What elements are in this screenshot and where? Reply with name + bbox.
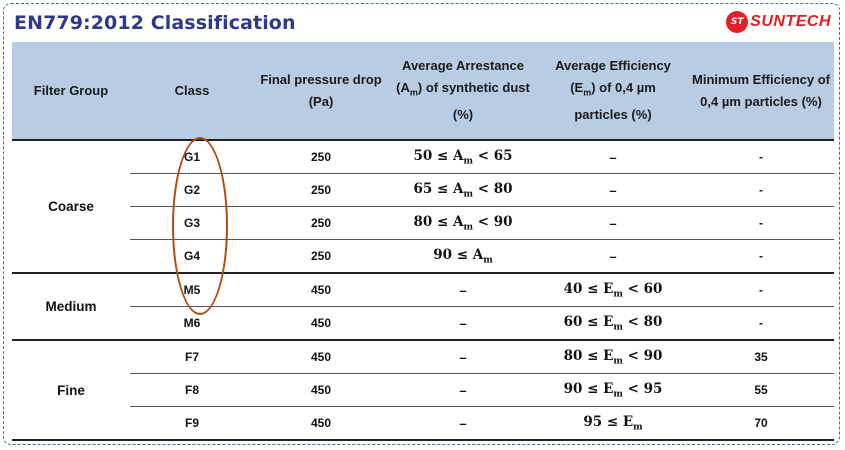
page-frame [3,3,840,445]
classification-table: Filter Group Class Final pressure drop (… [12,42,834,441]
filter-group-cell: Fine [12,340,130,441]
arrestance-cell: 65 ≤ Am < 80 [388,173,538,207]
pressure-cell: 250 [254,140,388,174]
class-cell: G3 [130,206,254,240]
class-cell: F8 [130,373,254,407]
min-eff-cell: 70 [688,406,834,441]
pressure-cell: 250 [254,173,388,207]
avg-eff-cell: – [538,239,688,274]
class-cell: G4 [130,239,254,274]
pressure-cell: 250 [254,206,388,240]
class-cell: F7 [130,340,254,374]
min-eff-cell: - [688,173,834,207]
min-eff-cell: - [688,273,834,307]
class-cell: M5 [130,273,254,307]
min-eff-cell: 55 [688,373,834,407]
pressure-cell: 450 [254,406,388,441]
header-average-arrestance: Average Arrestance (Am) of synthetic dus… [388,42,538,141]
arrestance-cell: – [388,406,538,441]
class-cell: G1 [130,140,254,174]
table-row: F9 450–95 ≤ Em 70 [12,406,834,441]
header-class: Class [130,42,254,141]
table-row: Coarse G1 250 50 ≤ Am < 65– - [12,140,834,274]
filter-group-cell: Coarse [12,140,130,274]
class-cell: F9 [130,406,254,441]
pressure-cell: 450 [254,373,388,407]
arrestance-cell: – [388,306,538,341]
min-eff-cell: - [688,306,834,341]
min-eff-cell: 35 [688,340,834,374]
table-row: Medium M5 450–40 ≤ Em < 60- [12,273,834,341]
arrestance-cell: – [388,373,538,407]
avg-eff-cell: – [538,173,688,207]
logo-badge-icon: ST [726,11,749,33]
avg-eff-cell: – [538,206,688,240]
arrestance-cell: – [388,340,538,374]
min-eff-cell: - [688,140,834,174]
header-final-pressure: Final pressure drop (Pa) [254,42,388,141]
header-filter-group: Filter Group [12,42,130,141]
avg-eff-cell: 95 ≤ Em [538,406,688,441]
header-row: Filter Group Class Final pressure drop (… [12,42,834,141]
avg-eff-cell: 40 ≤ Em < 60 [538,273,688,307]
table-row: G3 250 80 ≤ Am < 90– - [12,206,834,240]
pressure-cell: 250 [254,239,388,274]
table-row: M6 450–60 ≤ Em < 80- [12,306,834,341]
min-eff-cell: - [688,239,834,274]
table-row: G2 250 65 ≤ Am < 80– - [12,173,834,207]
table-row: F8 450–90 ≤ Em < 95 55 [12,373,834,407]
filter-group-cell: Medium [12,273,130,341]
pressure-cell: 450 [254,340,388,374]
suntech-logo: ST SUNTECH [726,11,831,33]
avg-eff-cell: 90 ≤ Em < 95 [538,373,688,407]
classification-table-wrapper: Filter Group Class Final pressure drop (… [12,42,834,441]
page-title: EN779:2012 Classification [14,12,296,34]
arrestance-cell: – [388,273,538,307]
class-cell: G2 [130,173,254,207]
table-body: Coarse G1 250 50 ≤ Am < 65– - G2 250 65 ≤ Am < … [12,140,834,441]
logo-wordmark: SUNTECH [750,13,831,30]
header-minimum-efficiency: Minimum Efficiency of 0,4 µm particles (… [688,42,834,141]
class-cell: M6 [130,306,254,341]
arrestance-cell: 50 ≤ Am < 65 [388,140,538,174]
pressure-cell: 450 [254,306,388,341]
arrestance-cell: 90 ≤ Am [388,239,538,274]
avg-eff-cell: 80 ≤ Em < 90 [538,340,688,374]
header-average-efficiency: Average Efficiency (Em) of 0,4 µm partic… [538,42,688,141]
avg-eff-cell: – [538,140,688,174]
avg-eff-cell: 60 ≤ Em < 80 [538,306,688,341]
arrestance-cell: 80 ≤ Am < 90 [388,206,538,240]
table-row: G4 250 90 ≤ Am – - [12,239,834,274]
min-eff-cell: - [688,206,834,240]
pressure-cell: 450 [254,273,388,307]
table-row: Fine F7 450–80 ≤ Em < 90 35 [12,340,834,441]
